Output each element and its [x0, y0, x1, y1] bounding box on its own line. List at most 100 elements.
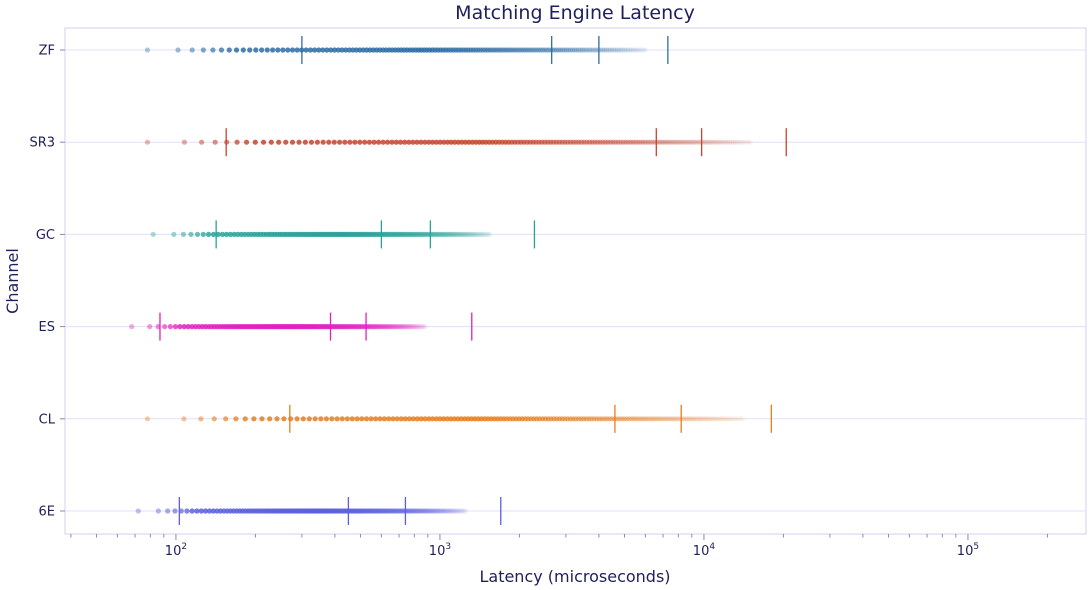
point-zf [628, 47, 635, 53]
point-cl [731, 416, 737, 422]
point-zf [328, 47, 334, 53]
point-6e [438, 508, 444, 514]
point-sr3 [675, 139, 682, 145]
y-tick-label-6e: 6E [39, 505, 56, 520]
point-zf [607, 47, 613, 53]
point-6e [379, 508, 386, 514]
point-cl [394, 416, 400, 422]
point-cl [373, 416, 379, 422]
point-es [405, 324, 411, 330]
point-sr3 [448, 139, 454, 145]
point-es [349, 324, 355, 330]
x-tick-label-1000: 103 [429, 542, 451, 559]
point-sr3 [357, 139, 363, 145]
point-sr3 [144, 139, 151, 145]
point-cl [242, 416, 248, 422]
point-gc [467, 231, 473, 237]
point-cl [267, 416, 273, 422]
point-zf [537, 47, 543, 53]
point-cl [648, 416, 654, 422]
point-6e [413, 508, 419, 514]
point-gc [478, 231, 484, 237]
point-es [380, 324, 387, 330]
point-es [376, 324, 382, 330]
point-gc [210, 231, 217, 237]
point-zf [218, 47, 225, 53]
point-sr3 [418, 139, 424, 145]
point-cl [636, 416, 642, 422]
point-6e [453, 508, 460, 514]
point-sr3 [673, 139, 679, 145]
point-zf [560, 47, 566, 53]
point-cl [689, 416, 695, 422]
point-es [414, 324, 420, 330]
point-cl [430, 416, 436, 422]
point-zf [581, 47, 587, 53]
point-zf [343, 47, 349, 53]
point-sr3 [737, 139, 743, 145]
point-cl [604, 416, 610, 422]
point-es [391, 324, 397, 330]
point-gc [200, 231, 206, 237]
point-sr3 [342, 139, 348, 145]
point-sr3 [414, 139, 420, 145]
point-cl [441, 416, 447, 422]
point-gc [480, 231, 486, 237]
point-es [406, 324, 412, 330]
point-6e [459, 508, 465, 514]
point-sr3 [331, 139, 337, 145]
point-sr3 [352, 139, 358, 145]
point-gc [205, 231, 212, 237]
point-sr3 [597, 139, 603, 145]
point-cl [354, 416, 360, 422]
point-6e [382, 508, 388, 514]
point-sr3 [645, 139, 651, 145]
point-sr3 [347, 139, 353, 145]
point-gc [463, 231, 469, 237]
point-zf [612, 47, 619, 53]
point-es [162, 324, 168, 330]
point-es [365, 324, 371, 330]
point-6e [384, 508, 390, 514]
point-sr3 [437, 139, 443, 145]
point-sr3 [602, 139, 608, 145]
point-6e [444, 508, 450, 514]
point-gc [231, 231, 237, 237]
point-es [377, 324, 383, 330]
point-cl [682, 416, 688, 422]
y-axis-label: Channel [3, 248, 22, 314]
point-zf [303, 47, 309, 53]
point-6e [425, 508, 431, 514]
series-sr3 [144, 128, 787, 157]
point-gc [223, 231, 230, 237]
point-sr3 [666, 139, 672, 145]
point-6e [399, 508, 405, 514]
point-sr3 [234, 139, 240, 145]
point-cl [712, 416, 719, 422]
point-cl [594, 416, 600, 422]
point-zf [535, 47, 541, 53]
point-es [373, 324, 380, 330]
point-zf [189, 47, 195, 53]
point-6e [450, 508, 456, 514]
point-zf [200, 47, 206, 53]
point-cl [695, 416, 701, 422]
point-sr3 [640, 139, 646, 145]
point-6e [184, 508, 190, 514]
point-es [382, 324, 388, 330]
point-gc [435, 231, 441, 237]
point-zf [280, 47, 286, 53]
point-zf [567, 47, 574, 53]
point-zf [589, 47, 595, 53]
point-6e [418, 508, 425, 514]
point-gc [150, 231, 156, 237]
point-zf [583, 47, 589, 53]
point-zf [569, 47, 576, 53]
point-6e [416, 508, 422, 514]
point-sr3 [268, 139, 274, 145]
point-zf [554, 47, 560, 53]
point-cl [223, 416, 229, 422]
point-cl [659, 416, 665, 422]
point-cl [714, 416, 721, 422]
point-cl [339, 416, 345, 422]
